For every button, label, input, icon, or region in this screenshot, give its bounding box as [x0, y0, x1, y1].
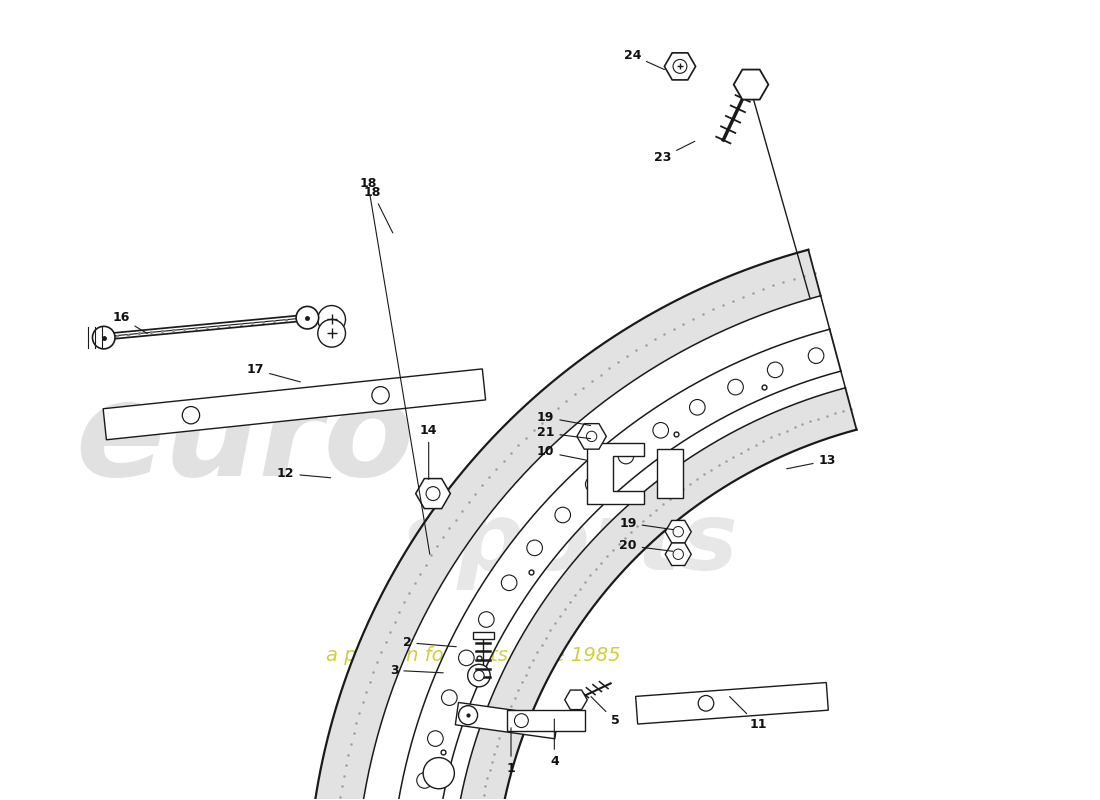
Circle shape	[515, 714, 528, 727]
Circle shape	[728, 379, 744, 395]
Circle shape	[417, 773, 432, 788]
Text: sports: sports	[400, 498, 737, 590]
Text: 21: 21	[537, 426, 591, 439]
Circle shape	[690, 399, 705, 415]
Circle shape	[372, 386, 389, 404]
Polygon shape	[507, 710, 585, 731]
Text: 19: 19	[537, 411, 591, 426]
Circle shape	[554, 507, 571, 522]
Circle shape	[426, 486, 440, 501]
Circle shape	[468, 664, 491, 687]
Text: 11: 11	[729, 697, 767, 731]
Circle shape	[441, 690, 458, 706]
Circle shape	[586, 431, 597, 442]
Circle shape	[673, 549, 683, 559]
Circle shape	[459, 706, 477, 725]
Polygon shape	[103, 369, 485, 440]
Text: 14: 14	[420, 424, 438, 479]
Text: a passion for parts since 1985: a passion for parts since 1985	[327, 646, 622, 665]
Text: 18: 18	[364, 186, 393, 233]
Text: 12: 12	[277, 467, 331, 480]
Polygon shape	[587, 443, 643, 504]
Polygon shape	[455, 702, 558, 738]
Circle shape	[183, 406, 199, 424]
Circle shape	[318, 319, 345, 347]
Polygon shape	[307, 250, 821, 800]
Polygon shape	[450, 388, 857, 800]
Circle shape	[808, 348, 824, 363]
Text: 3: 3	[389, 664, 443, 677]
Text: 10: 10	[537, 446, 586, 460]
Text: 5: 5	[591, 697, 619, 727]
Circle shape	[92, 326, 116, 349]
Text: 2: 2	[403, 636, 456, 649]
Polygon shape	[389, 330, 840, 800]
Circle shape	[428, 730, 443, 746]
Circle shape	[585, 477, 601, 492]
Text: 13: 13	[786, 454, 836, 469]
Circle shape	[424, 758, 454, 789]
Polygon shape	[636, 682, 828, 724]
Circle shape	[768, 362, 783, 378]
Text: 24: 24	[624, 49, 664, 70]
Text: 4: 4	[550, 719, 559, 768]
Circle shape	[502, 575, 517, 590]
Circle shape	[673, 59, 686, 74]
Circle shape	[296, 306, 319, 329]
Text: 1: 1	[507, 728, 516, 774]
Circle shape	[618, 448, 634, 464]
Circle shape	[673, 526, 683, 537]
Text: 20: 20	[619, 539, 673, 552]
Circle shape	[318, 306, 345, 334]
Text: 17: 17	[246, 363, 300, 382]
Circle shape	[474, 670, 484, 681]
Text: 19: 19	[619, 517, 673, 530]
Circle shape	[478, 612, 494, 627]
Text: euro: euro	[76, 376, 415, 503]
Bar	[473, 632, 494, 639]
Text: 16: 16	[112, 311, 147, 334]
Circle shape	[698, 695, 714, 711]
Polygon shape	[657, 450, 683, 498]
Circle shape	[653, 422, 669, 438]
Circle shape	[459, 650, 474, 666]
Text: 18: 18	[360, 177, 430, 554]
Circle shape	[527, 540, 542, 556]
Text: 23: 23	[654, 142, 695, 164]
